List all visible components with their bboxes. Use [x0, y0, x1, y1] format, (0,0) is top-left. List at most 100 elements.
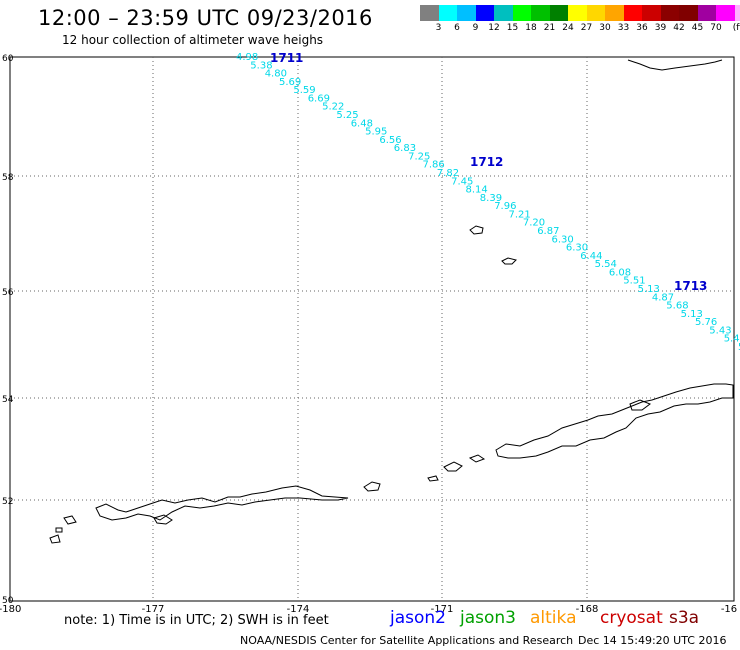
- colorbar-cell: [697, 5, 716, 21]
- coastline: [49, 59, 734, 544]
- coastline-segment: [501, 257, 517, 265]
- track-value-label: 5.43: [724, 334, 740, 345]
- footer-date: Dec 14 15:49:20 UTC 2016: [578, 634, 727, 647]
- coastline-segment: [153, 514, 173, 525]
- colorbar-cell: [494, 5, 513, 21]
- colorbar-label: 12: [488, 23, 500, 33]
- pass-number-label: 1713: [674, 279, 707, 293]
- colorbar-label: 39: [654, 23, 667, 33]
- colorbar-cell: [660, 5, 679, 21]
- lat-tick-label: 54: [2, 395, 14, 405]
- lat-tick-label: 50: [2, 596, 14, 606]
- colorbar-cell: [438, 5, 457, 21]
- lon-tick-label: -168: [576, 604, 599, 615]
- colorbar-label: 24: [562, 23, 574, 33]
- pass-number-label: 1711: [270, 51, 303, 65]
- track-value-label: 6.48: [351, 118, 373, 129]
- track-value-label: 6.87: [537, 226, 559, 237]
- colorbar-cell: [679, 5, 698, 21]
- colorbar-cell: [457, 5, 476, 21]
- track-value-label: 5.95: [365, 127, 387, 138]
- colorbar-label: 45: [691, 23, 704, 33]
- track-value-label: 6.83: [394, 143, 416, 154]
- pass-number-label: 1712: [470, 155, 503, 169]
- colorbar-cell: [512, 5, 531, 21]
- colorbar-cell: [586, 5, 605, 21]
- track-value-label: 4.98: [236, 52, 258, 63]
- track-value-label: 5.22: [322, 102, 344, 113]
- coastline-segment: [469, 225, 484, 235]
- colorbar-cell: [531, 5, 550, 21]
- track-value-label: 5.4: [738, 342, 740, 353]
- colorbar-label: 9: [472, 23, 479, 33]
- lat-tick-label: 52: [2, 497, 13, 507]
- colorbar-label: 33: [617, 23, 630, 33]
- satellite-legend-item: jason2: [390, 608, 446, 628]
- track-value-label: 5.25: [336, 110, 358, 121]
- track-value-label: 8.39: [480, 193, 502, 204]
- colorbar-label: 70: [710, 23, 722, 33]
- colorbar-label: 18: [525, 23, 537, 33]
- track-value-label: 7.21: [509, 209, 531, 220]
- colorbar-label: 3: [435, 23, 442, 33]
- satellite-track: 4.985.384.805.695.596.695.225.256.485.95…: [236, 51, 740, 353]
- coastline-segment: [629, 399, 652, 411]
- track-value-label: 5.51: [623, 276, 645, 287]
- lat-tick-label: 60: [2, 54, 14, 64]
- satellite-legend-item: jason3: [460, 608, 516, 628]
- track-value-label: 6.08: [609, 267, 631, 278]
- track-value-label: 8.14: [466, 185, 488, 196]
- coastline-segment: [363, 481, 381, 492]
- track-value-label: 6.30: [552, 234, 574, 245]
- track-value-label: 5.68: [666, 301, 688, 312]
- track-value-label: 7.20: [523, 218, 545, 229]
- track-value-label: 5.59: [293, 85, 315, 96]
- track-value-label: 5.54: [595, 259, 617, 270]
- coastline-segment: [468, 454, 486, 463]
- track-value-label: 7.25: [408, 151, 430, 162]
- colorbar-label: 42: [673, 23, 685, 33]
- colorbar-label: (ft): [732, 23, 740, 33]
- colorbar-cell: [716, 5, 735, 21]
- map-frame: [9, 56, 735, 602]
- coastline-segment: [495, 383, 734, 459]
- wave-height-colorbar: [420, 5, 740, 21]
- track-value-label: 6.56: [379, 135, 401, 146]
- track-value-label: 5.69: [279, 77, 301, 88]
- colorbar-cell: [623, 5, 642, 21]
- satellite-legend-item: altika: [530, 608, 577, 628]
- colorbar-label: 36: [636, 23, 648, 33]
- track-value-label: 5.43: [709, 325, 731, 336]
- lat-tick-label: 58: [2, 173, 14, 183]
- colorbar-cell: [549, 5, 568, 21]
- colorbar-label: 27: [580, 23, 593, 33]
- track-value-label: 4.80: [265, 69, 287, 80]
- colorbar-cell: [475, 5, 494, 21]
- track-value-label: 6.30: [566, 243, 588, 254]
- lon-tick-label: -177: [142, 604, 165, 615]
- page-title: 12:00 – 23:59 UTC 09/23/2016: [38, 6, 373, 30]
- track-value-label: 7.82: [437, 168, 459, 179]
- footer-org: NOAA/NESDIS Center for Satellite Applica…: [240, 634, 574, 647]
- track-value-label: 5.38: [250, 60, 272, 71]
- coastline-segment: [63, 515, 77, 525]
- colorbar-cell: [568, 5, 587, 21]
- lat-tick-label: 56: [2, 288, 14, 298]
- colorbar-label: 15: [506, 23, 519, 33]
- colorbar-cell: [642, 5, 661, 21]
- colorbar-cell: [605, 5, 624, 21]
- note-text: note: 1) Time is in UTC; 2) SWH is in fe…: [64, 613, 329, 628]
- track-value-label: 5.13: [681, 309, 703, 320]
- coastline-segment: [49, 534, 61, 544]
- lon-tick-label: -171: [431, 604, 454, 615]
- lon-tick-label: -174: [287, 604, 310, 615]
- map-grid: [10, 57, 734, 601]
- coastline-segment: [427, 475, 439, 482]
- track-value-label: 7.45: [451, 176, 473, 187]
- colorbar-cell: [734, 5, 740, 21]
- colorbar-label: 21: [543, 23, 556, 33]
- colorbar-cell: [420, 5, 439, 21]
- lon-tick-label: -16: [721, 604, 737, 615]
- colorbar-label: 30: [599, 23, 611, 33]
